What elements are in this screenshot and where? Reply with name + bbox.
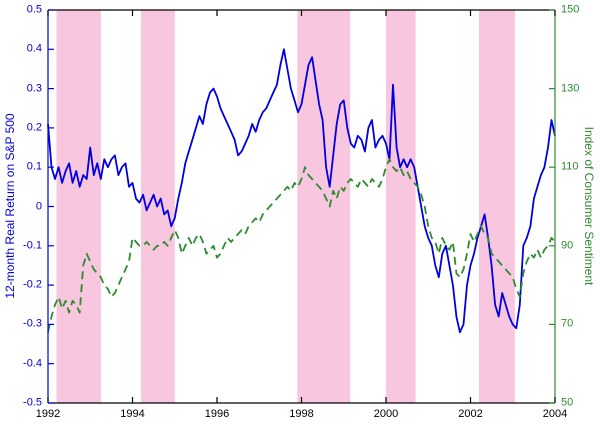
x-tick-label: 1994 — [120, 408, 145, 420]
shaded-band — [479, 10, 515, 403]
y-axis-title-right: Index of Consumer Sentiment — [582, 126, 596, 286]
x-tick-label: 2002 — [458, 408, 483, 420]
shaded-band — [56, 10, 101, 403]
y-left-tick-label: 0 — [35, 200, 42, 212]
y-right-tick-label: 50 — [561, 396, 574, 409]
y-left-tick-label: 0.3 — [26, 82, 42, 95]
series-line-1 — [47, 158, 556, 333]
y-right-tick-label: 90 — [561, 239, 574, 252]
y-left-tick-label: 0.5 — [26, 3, 42, 16]
shaded-band — [386, 10, 416, 403]
y-left-tick-label: -0.3 — [23, 317, 42, 330]
y-right-tick-label: 70 — [561, 317, 574, 330]
y-axis-title-left: 12-month Real Return on S&P 500 — [3, 113, 17, 299]
x-tick-label: 1998 — [289, 408, 314, 420]
series-line-0 — [47, 48, 556, 334]
y-right-tick-label: 110 — [561, 160, 579, 173]
y-left-tick-label: 0.2 — [26, 121, 42, 134]
y-left-tick-label: -0.5 — [23, 396, 42, 409]
y-left-tick-label: -0.1 — [23, 239, 42, 252]
x-tick-label: 2000 — [373, 408, 399, 420]
y-right-tick-label: 130 — [561, 82, 580, 95]
x-tick-label: 1996 — [204, 408, 230, 420]
y-left-tick-label: 0.4 — [26, 42, 42, 55]
shaded-band — [297, 10, 351, 403]
x-tick-label: 1992 — [35, 408, 61, 420]
y-left-tick-label: -0.2 — [23, 278, 42, 291]
y-right-tick-label: 150 — [561, 3, 580, 16]
y-left-tick-label: 0.1 — [26, 160, 42, 173]
x-tick-label: 2004 — [542, 408, 568, 420]
y-left-tick-label: -0.4 — [23, 357, 42, 370]
